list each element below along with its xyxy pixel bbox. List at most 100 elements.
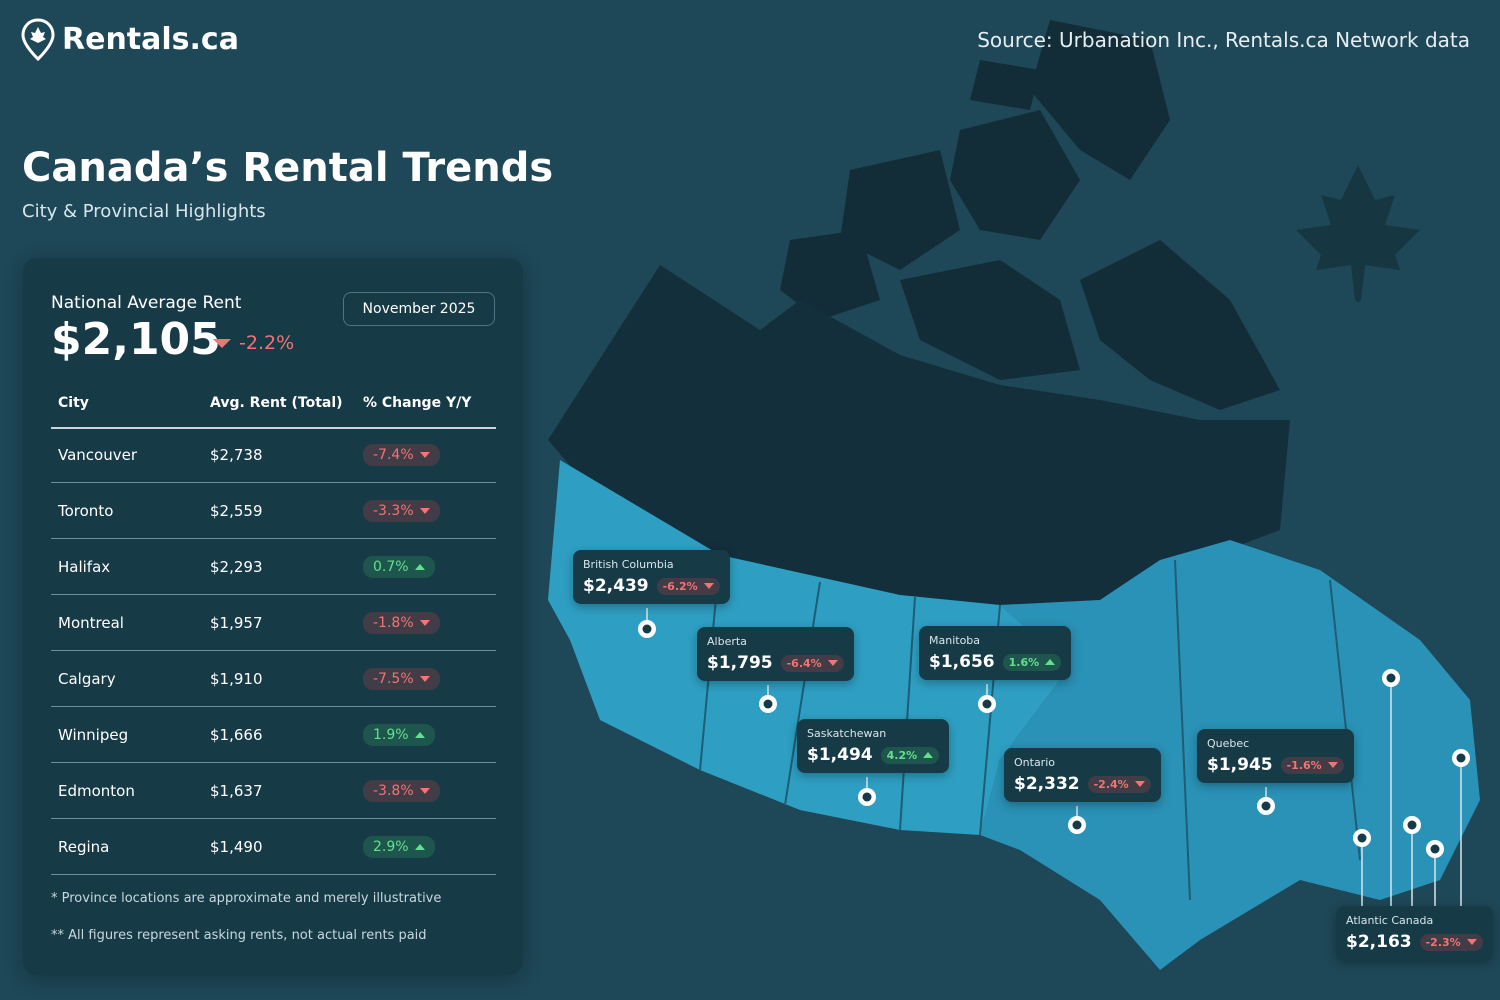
pin-dot: [1430, 844, 1440, 854]
change-text: -7.4%: [373, 447, 414, 463]
rent: $2,738: [210, 446, 263, 464]
logo-icon: [21, 18, 55, 62]
down-arrow: [213, 338, 231, 348]
northern-territories: [548, 265, 1290, 605]
region-callout: Quebec $1,945 -1.6%: [1197, 729, 1354, 783]
column-header: Avg. Rent (Total): [210, 395, 343, 411]
column-header: City: [58, 395, 89, 411]
pin-dot: [1357, 833, 1367, 843]
region-rent-row: $2,163 -2.3%: [1346, 932, 1483, 952]
region-callout: Saskatchewan $1,494 4.2%: [797, 719, 950, 773]
row-rule: [51, 482, 496, 483]
pin-dot: [1261, 801, 1271, 811]
change-pill: -1.8%: [363, 612, 440, 634]
city: Toronto: [58, 502, 114, 520]
row-rule: [51, 650, 496, 651]
arctic-islands: [780, 20, 1280, 410]
change-text: -1.8%: [373, 615, 414, 631]
region-callout: Atlantic Canada $2,163 -2.3%: [1336, 906, 1493, 960]
summary-value: $2,105: [51, 314, 221, 365]
rent: $1,490: [210, 838, 263, 856]
note: ** All figures represent asking rents, n…: [51, 928, 427, 943]
region-name: Ontario: [1014, 756, 1055, 769]
region-rent: $2,163: [1346, 932, 1412, 952]
down-arrow: [827, 660, 838, 666]
summary-change-text: -2.2%: [239, 332, 295, 354]
pins: [638, 608, 1470, 908]
city: Vancouver: [58, 446, 137, 464]
change-pill: -6.4%: [780, 654, 844, 672]
region-callout: Alberta $1,795 -6.4%: [697, 627, 854, 681]
title: Canada’s Rental Trends: [22, 145, 554, 191]
city: Regina: [58, 838, 110, 856]
up-arrow: [1045, 659, 1056, 665]
change-text: -3.3%: [373, 503, 414, 519]
rent: $1,957: [210, 614, 263, 632]
change-pill: -3.8%: [363, 780, 440, 802]
summary-change: -2.2%: [213, 332, 294, 354]
region-rent-row: $1,945 -1.6%: [1207, 755, 1344, 775]
down-arrow: [703, 583, 714, 589]
region-rent: $1,494: [807, 745, 873, 765]
row-rule: [51, 538, 496, 539]
city: Winnipeg: [58, 726, 129, 744]
region-name: Manitoba: [929, 634, 981, 647]
down-arrow: [419, 676, 430, 682]
brand: Rentals.ca: [62, 22, 239, 57]
change-pill: 1.9%: [363, 724, 435, 746]
row-rule: [51, 818, 496, 819]
up-arrow: [414, 732, 425, 738]
panel: National Average Rent $2,105 -2.2% Novem…: [23, 258, 523, 975]
change-pill: -7.5%: [363, 668, 440, 690]
region-name: Atlantic Canada: [1346, 914, 1434, 927]
region-name: Alberta: [707, 635, 747, 648]
change-text: 2.9%: [373, 839, 409, 855]
region-callout: Ontario $2,332 -2.4%: [1004, 748, 1161, 802]
region-callout: British Columbia $2,439 -6.2%: [573, 550, 730, 604]
down-arrow: [1466, 939, 1477, 945]
change-text: -6.4%: [786, 656, 822, 670]
header-rule: [51, 427, 496, 429]
rent: $1,637: [210, 782, 263, 800]
pin-dot: [642, 624, 652, 634]
city: Calgary: [58, 670, 116, 688]
change-text: 1.6%: [1008, 655, 1040, 669]
pin-dot: [1386, 673, 1396, 683]
row-rule: [51, 762, 496, 763]
pin-dot: [1407, 820, 1417, 830]
up-arrow: [414, 844, 425, 850]
change-text: -7.5%: [373, 671, 414, 687]
down-arrow: [1327, 762, 1338, 768]
region-rent: $1,656: [929, 652, 995, 672]
change-text: 0.7%: [373, 559, 409, 575]
rent: $1,910: [210, 670, 263, 688]
up-arrow: [923, 752, 934, 758]
period: November 2025: [343, 292, 495, 326]
down-arrow: [419, 508, 430, 514]
region-rent-row: $1,795 -6.4%: [707, 653, 844, 673]
region-rent-row: $1,656 1.6%: [929, 652, 1062, 672]
change-pill: 4.2%: [880, 746, 940, 764]
region-rent-row: $2,332 -2.4%: [1014, 774, 1151, 794]
maple-leaf: [1296, 165, 1420, 300]
row-rule: [51, 874, 496, 875]
change-pill: 2.9%: [363, 836, 435, 858]
change-pill: -3.3%: [363, 500, 440, 522]
change-pill: 0.7%: [363, 556, 435, 578]
row-rule: [51, 594, 496, 595]
change-pill: -2.3%: [1419, 933, 1483, 951]
change-text: 4.2%: [886, 748, 918, 762]
pin-dot: [1072, 820, 1082, 830]
subtitle: City & Provincial Highlights: [22, 201, 266, 222]
region-rent: $1,795: [707, 653, 773, 673]
region-rent: $2,332: [1014, 774, 1080, 794]
change-pill: -6.2%: [656, 577, 720, 595]
down-arrow: [419, 788, 430, 794]
down-arrow: [419, 452, 430, 458]
change-text: -1.6%: [1286, 758, 1322, 772]
change-pill: -2.4%: [1087, 775, 1151, 793]
change-pill: 1.6%: [1002, 653, 1062, 671]
down-arrow: [419, 620, 430, 626]
pin-dot: [763, 699, 773, 709]
